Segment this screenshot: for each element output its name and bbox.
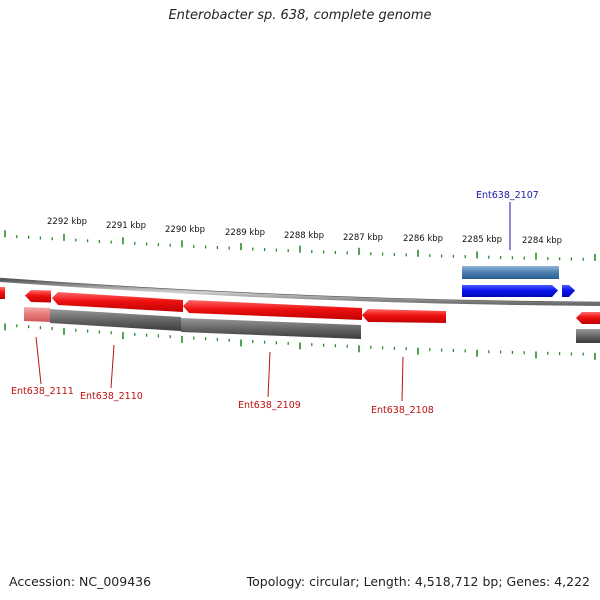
cds-arrow: [462, 285, 558, 297]
minus-cds-track: [0, 287, 600, 324]
leader-line: [267, 351, 271, 398]
leader-line: [35, 336, 42, 385]
accession-text: Accession: NC_009436: [9, 574, 152, 589]
ruler-label-2288: 2288 kbp: [284, 231, 324, 241]
genome-summary-text: Topology: circular; Length: 4,518,712 bp…: [246, 574, 590, 589]
gene-labels: Ent638_2107 Ent638_2111 Ent638_2110 Ent6…: [11, 190, 539, 416]
minus-gene-track: [24, 307, 600, 343]
gene-bar-partial-right: [576, 329, 600, 343]
cds-arrow: [362, 309, 446, 323]
cds-arrow: [25, 290, 51, 303]
leader-line: [401, 356, 404, 402]
pseudo-gene-bar: [24, 307, 50, 322]
cds-arrow: [52, 292, 183, 312]
ruler-label-2289: 2289 kbp: [225, 228, 265, 238]
ruler-label-2292: 2292 kbp: [47, 217, 87, 227]
cds-arrow: [183, 300, 362, 320]
gene-label-ent638-2109[interactable]: Ent638_2109: [238, 400, 301, 411]
ruler-label-2284: 2284 kbp: [522, 236, 562, 246]
ruler-label-2286: 2286 kbp: [403, 234, 443, 244]
gene-bar: [50, 309, 181, 331]
ruler-labels: 2292 kbp 2291 kbp 2290 kbp 2289 kbp 2288…: [47, 217, 562, 246]
gene-label-ent638-2108[interactable]: Ent638_2108: [371, 405, 434, 416]
ruler-label-2285: 2285 kbp: [462, 235, 502, 245]
gene-label-ent638-2107[interactable]: Ent638_2107: [476, 190, 539, 201]
gene-bar: [462, 266, 559, 279]
map-title: Enterobacter sp. 638, complete genome: [168, 8, 432, 23]
gene-label-ent638-2111[interactable]: Ent638_2111: [11, 386, 74, 397]
genome-backbone-edge: [0, 277, 600, 303]
cds-arrow-partial-left: [0, 287, 5, 299]
leader-line: [110, 344, 115, 389]
gene-label-ent638-2110[interactable]: Ent638_2110: [80, 391, 143, 402]
ruler-ticks-inner: [4, 323, 596, 360]
ruler-ticks-outer: [4, 230, 596, 261]
ruler-label-2290: 2290 kbp: [165, 225, 205, 235]
genome-backbone: [0, 278, 600, 306]
ruler-label-2291: 2291 kbp: [106, 221, 146, 231]
cds-arrow-partial-right: [576, 312, 600, 324]
cds-arrow: [562, 285, 575, 297]
gene-bar: [181, 318, 361, 339]
ruler-label-2287: 2287 kbp: [343, 233, 383, 243]
gene-ent638-2107[interactable]: [462, 266, 575, 297]
